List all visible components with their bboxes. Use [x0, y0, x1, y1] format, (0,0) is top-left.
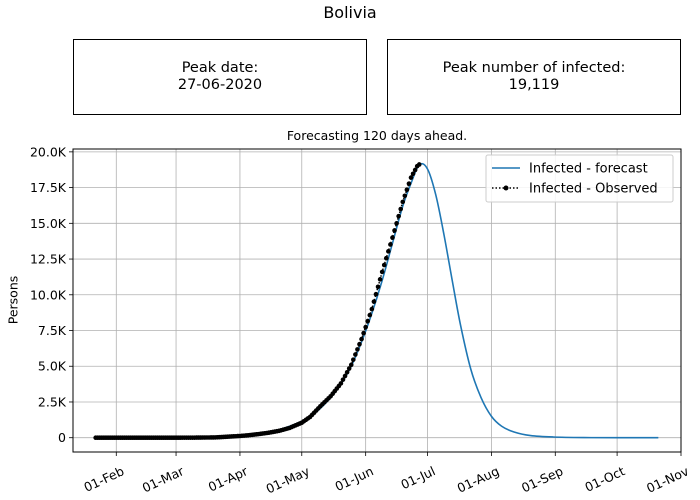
observed-point	[381, 262, 387, 268]
observed-point	[404, 187, 410, 193]
observed-point	[369, 306, 375, 312]
y-tick-label: 10.0K	[30, 287, 67, 302]
peak-date-box: Peak date: 27-06-2020	[73, 39, 367, 115]
observed-point	[402, 193, 408, 199]
observed-point	[400, 199, 406, 205]
observed-point	[371, 299, 377, 304]
figure-title: Bolivia	[323, 3, 377, 22]
observed-point	[392, 228, 397, 233]
observed-point	[383, 255, 389, 261]
y-tick-label: 7.5K	[38, 323, 67, 338]
forecast-line	[95, 162, 659, 439]
observed-point	[342, 373, 348, 379]
observed-point	[357, 341, 362, 347]
observed-point	[340, 377, 346, 382]
legend-observed-marker	[503, 185, 509, 191]
y-tick-label: 2.5K	[38, 394, 67, 409]
peak-infected-value: 19,119	[508, 77, 560, 93]
peak-date-label: Peak date:	[181, 60, 259, 76]
legend-box	[485, 154, 674, 203]
y-tick-label: 0	[58, 430, 66, 445]
observed-line	[95, 163, 420, 439]
observed-point	[375, 284, 381, 290]
legend-forecast-label: Infected - forecast	[529, 162, 648, 177]
observed-point	[386, 249, 391, 254]
observed-point	[365, 318, 371, 324]
observed-point	[379, 269, 385, 275]
x-tick-label: 01-Jul	[398, 463, 437, 492]
observed-point	[355, 347, 360, 352]
observed-point	[361, 330, 366, 336]
plot-frame	[72, 148, 682, 453]
legend-observed-label: Infected - Observed	[529, 182, 658, 197]
observed-point	[412, 167, 418, 173]
x-tick-label: 01-Nov	[644, 463, 691, 496]
observed-point	[338, 381, 344, 386]
plot-title: Forecasting 120 days ahead.	[286, 128, 468, 143]
series-layer	[93, 162, 659, 441]
observed-point	[367, 312, 373, 318]
observed-point	[373, 291, 379, 297]
observed-point	[390, 235, 395, 240]
peak-infected-label: Peak number of infected:	[442, 60, 626, 76]
x-tick-label: 01-Oct	[582, 463, 627, 495]
observed-point	[388, 242, 393, 247]
peak-date-value: 27-06-2020	[177, 77, 263, 93]
observed-point	[359, 336, 364, 342]
observed-point	[410, 171, 416, 177]
observed-point	[348, 362, 354, 368]
observed-point	[353, 352, 358, 357]
y-tick-label: 15.0K	[30, 216, 67, 231]
x-tick-label: 01-Sep	[519, 463, 565, 495]
observed-point	[363, 324, 368, 330]
legend: Infected - forecast Infected - Observed	[485, 154, 674, 203]
y-axis: 0 2.5K 5.0K 7.5K 10.0K 12.5K 15.0K 17.5K 20.0K	[30, 144, 73, 445]
x-axis: 01-Feb 01-Mar 01-Apr 01-May 01-Jun 01-Jul 01-A…	[81, 452, 692, 496]
y-tick-label: 5.0K	[38, 359, 67, 374]
observed-point	[406, 181, 412, 186]
x-tick-label: 01-Feb	[81, 463, 126, 495]
observed-point	[346, 366, 352, 371]
observed-point	[394, 221, 399, 226]
x-tick-label: 01-Jun	[333, 463, 376, 494]
observed-point	[398, 206, 404, 212]
observed-point	[396, 213, 401, 219]
x-tick-label: 01-Mar	[140, 463, 187, 496]
peak-infected-box: Peak number of infected: 19,119	[387, 39, 681, 115]
y-tick-label: 12.5K	[30, 252, 67, 267]
x-tick-label: 01-Aug	[455, 463, 502, 495]
y-tick-label: 20.0K	[30, 144, 67, 159]
x-tick-label: 01-Apr	[206, 463, 251, 495]
observed-point	[344, 369, 350, 375]
y-tick-label: 17.5K	[30, 180, 67, 195]
observed-point	[377, 277, 383, 282]
observed-point	[408, 175, 414, 180]
x-tick-label: 01-May	[264, 463, 313, 496]
observed-point	[416, 162, 422, 167]
observed-point	[351, 357, 356, 362]
